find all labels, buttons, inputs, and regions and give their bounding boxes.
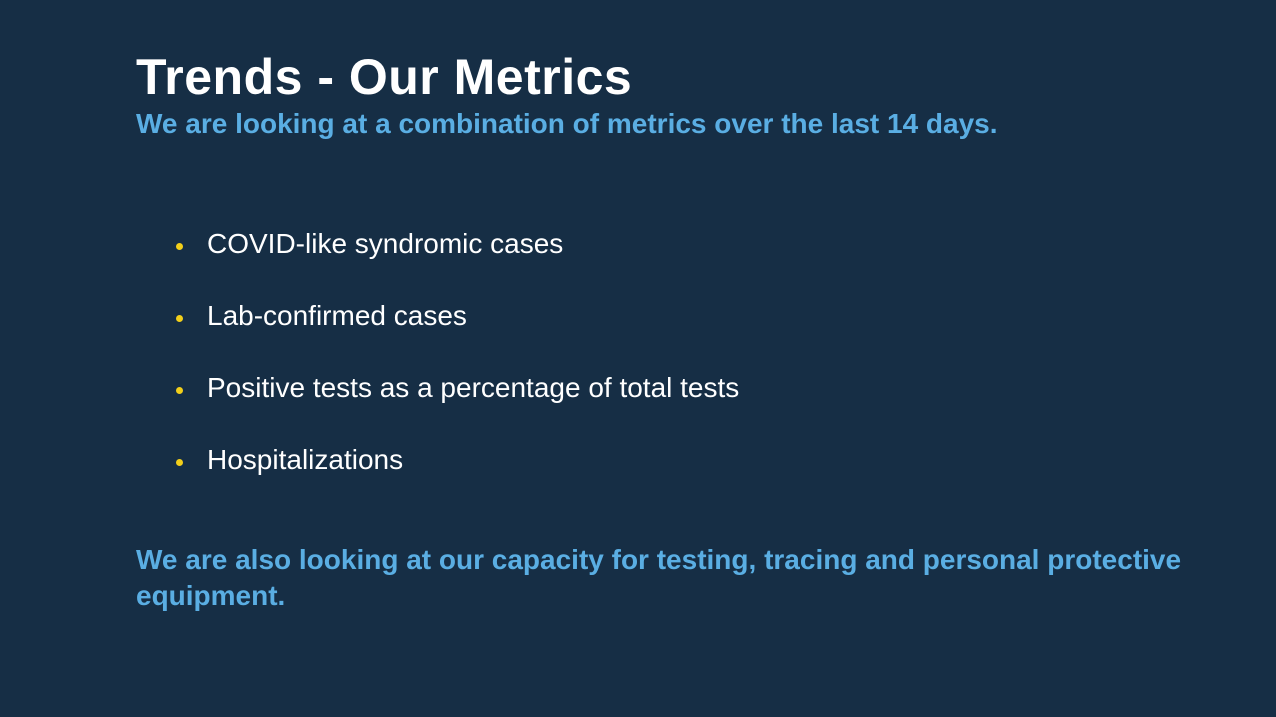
metrics-list: COVID-like syndromic cases Lab-confirmed… <box>176 208 739 496</box>
list-item-text: Positive tests as a percentage of total … <box>207 372 740 403</box>
list-item-text: COVID-like syndromic cases <box>207 228 564 259</box>
slide-title: Trends - Our Metrics <box>136 49 633 105</box>
slide-subtitle: We are looking at a combination of metri… <box>136 108 998 139</box>
bullet-icon <box>176 458 183 466</box>
bullet-icon <box>176 242 183 250</box>
list-item: Lab-confirmed cases <box>176 280 739 352</box>
list-item-text: Lab-confirmed cases <box>207 300 467 331</box>
bullet-icon <box>176 314 183 322</box>
capacity-note: We are also looking at our capacity for … <box>136 544 1182 611</box>
list-item: COVID-like syndromic cases <box>176 208 739 280</box>
bullet-icon <box>176 386 183 394</box>
list-item-text: Hospitalizations <box>207 444 404 475</box>
list-item: Hospitalizations <box>176 424 739 496</box>
list-item: Positive tests as a percentage of total … <box>176 352 739 424</box>
